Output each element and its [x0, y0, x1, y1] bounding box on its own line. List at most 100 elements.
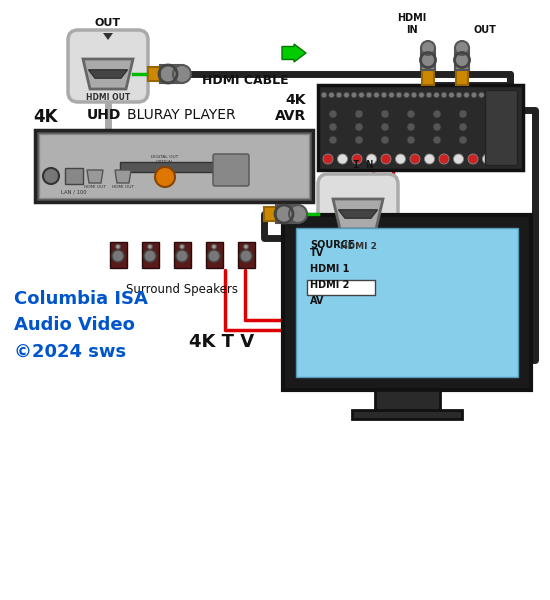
Circle shape: [240, 250, 252, 262]
Text: Surround Speakers: Surround Speakers: [126, 283, 238, 296]
Circle shape: [289, 205, 307, 223]
Bar: [264, 207, 276, 221]
Circle shape: [455, 41, 469, 55]
Circle shape: [329, 123, 337, 131]
Circle shape: [355, 123, 363, 131]
Bar: [283, 215, 531, 390]
Circle shape: [501, 92, 507, 98]
Circle shape: [366, 154, 377, 164]
Bar: [276, 205, 298, 223]
Circle shape: [329, 92, 334, 98]
Circle shape: [459, 136, 467, 144]
FancyBboxPatch shape: [68, 30, 148, 102]
Circle shape: [482, 154, 492, 164]
Circle shape: [112, 250, 124, 262]
Circle shape: [155, 167, 175, 187]
Circle shape: [421, 41, 435, 55]
Circle shape: [395, 154, 405, 164]
Circle shape: [471, 92, 477, 98]
Circle shape: [396, 92, 402, 98]
Circle shape: [180, 244, 184, 249]
Bar: [65, 168, 83, 184]
Bar: [318, 85, 523, 170]
Circle shape: [147, 244, 152, 249]
Circle shape: [441, 92, 447, 98]
Polygon shape: [87, 170, 103, 183]
Circle shape: [411, 92, 417, 98]
Circle shape: [381, 92, 387, 98]
Text: HDMI OUT: HDMI OUT: [84, 185, 106, 189]
Circle shape: [439, 154, 449, 164]
Bar: [375, 390, 439, 412]
Circle shape: [485, 110, 493, 118]
Text: OUT: OUT: [95, 18, 121, 28]
Bar: [206, 242, 223, 268]
Circle shape: [433, 136, 441, 144]
Text: HDMI 2: HDMI 2: [339, 242, 376, 251]
Circle shape: [459, 110, 467, 118]
FancyBboxPatch shape: [213, 154, 249, 186]
Circle shape: [329, 136, 337, 144]
Circle shape: [381, 154, 391, 164]
Circle shape: [410, 154, 420, 164]
Circle shape: [433, 110, 441, 118]
Text: 4K
AVR: 4K AVR: [275, 93, 306, 123]
Circle shape: [426, 92, 432, 98]
Circle shape: [485, 136, 493, 144]
Circle shape: [321, 92, 327, 98]
Bar: [173, 242, 190, 268]
Bar: [238, 242, 255, 268]
Circle shape: [329, 110, 337, 118]
Circle shape: [494, 92, 499, 98]
Circle shape: [373, 92, 380, 98]
Circle shape: [485, 123, 493, 131]
Text: HDMI OUT: HDMI OUT: [112, 185, 134, 189]
FancyBboxPatch shape: [318, 174, 398, 246]
Circle shape: [338, 154, 348, 164]
Circle shape: [43, 168, 59, 184]
Circle shape: [449, 92, 454, 98]
Circle shape: [351, 92, 357, 98]
Polygon shape: [89, 70, 128, 78]
Circle shape: [323, 154, 333, 164]
Bar: [160, 65, 182, 83]
Text: Columbia ISA
Audio Video
©2024 sws: Columbia ISA Audio Video ©2024 sws: [14, 290, 148, 361]
Circle shape: [464, 92, 469, 98]
Circle shape: [434, 92, 439, 98]
Text: HDMI CABLE: HDMI CABLE: [202, 74, 288, 88]
Circle shape: [486, 92, 492, 98]
Circle shape: [497, 154, 507, 164]
Text: HDMI 1: HDMI 1: [310, 264, 349, 274]
Bar: [421, 48, 435, 70]
Circle shape: [344, 92, 349, 98]
Circle shape: [468, 154, 478, 164]
Bar: [422, 70, 434, 85]
Bar: [141, 242, 158, 268]
Circle shape: [355, 110, 363, 118]
Text: AV: AV: [310, 296, 324, 306]
Bar: [307, 280, 375, 295]
Text: OUT: OUT: [474, 25, 497, 35]
Text: HDMI
IN: HDMI IN: [397, 13, 427, 35]
Bar: [35, 130, 313, 202]
Bar: [39, 134, 309, 198]
Bar: [120, 162, 230, 172]
Circle shape: [456, 92, 462, 98]
Circle shape: [433, 123, 441, 131]
Text: LAN / 100: LAN / 100: [61, 190, 87, 195]
Bar: [485, 90, 517, 165]
Polygon shape: [338, 210, 377, 218]
Circle shape: [381, 110, 389, 118]
Circle shape: [144, 250, 156, 262]
Circle shape: [509, 92, 514, 98]
Polygon shape: [333, 199, 383, 229]
Circle shape: [366, 92, 372, 98]
Text: I N: I N: [353, 160, 373, 170]
Circle shape: [355, 136, 363, 144]
Circle shape: [381, 123, 389, 131]
Circle shape: [212, 244, 216, 249]
Bar: [296, 228, 518, 377]
Bar: [455, 48, 469, 70]
Circle shape: [407, 110, 415, 118]
Text: UHD: UHD: [87, 108, 122, 122]
